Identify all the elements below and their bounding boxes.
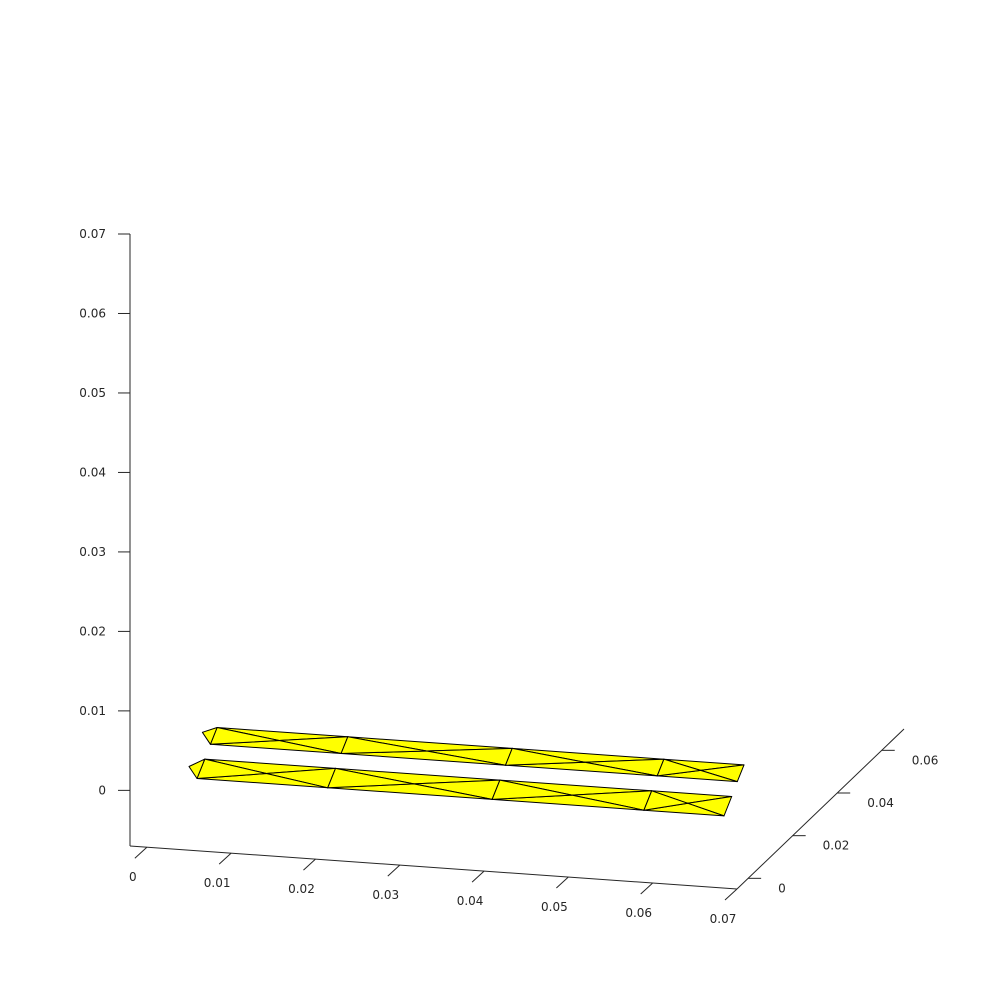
z-tick-label: 0 [98,783,106,797]
x-tick-mark [387,864,401,877]
x-tick-label: 0.03 [372,888,399,902]
z-tick-label: 0.04 [79,465,106,479]
y-tick-label: 0.06 [912,753,939,767]
x-tick-mark [471,870,485,883]
mesh-triangle [656,758,702,777]
y-tick-label: 0 [778,881,786,895]
mesh-layer-0 [201,727,745,783]
y-tick-label: 0.02 [823,839,850,853]
x-tick-label: 0.04 [457,894,484,908]
z-tick-label: 0.05 [79,386,106,400]
mesh-edge-face [201,727,218,745]
x-tick-mark [640,882,654,895]
y-axis-line [736,728,905,890]
x-tick-label: 0.05 [541,900,568,914]
z-tick-label: 0.01 [79,704,106,718]
x-tick-mark [556,876,569,889]
mesh-triangle [505,747,586,766]
x-tick-mark [134,846,148,859]
z-tick-label: 0.07 [79,227,106,241]
x-tick-mark [303,858,316,871]
tick-labels: 0 0.01 0.02 0.03 0.04 0.05 0.06 0.07 0 0.01 0.02 0.… [79,227,938,926]
mesh-edge-face [188,758,206,779]
mesh-layer-1 [188,758,733,817]
x-tick-label: 0 [129,870,137,884]
z-tick-label: 0.06 [79,306,106,320]
x-tick-label: 0.07 [710,912,737,926]
x-tick-mark [218,852,232,865]
mesh-surface [188,727,745,817]
mesh-triangle [327,767,415,789]
x-tick-mark [724,888,738,901]
mesh-triangle [340,736,428,754]
z-tick-label: 0.03 [79,545,106,559]
y-tick-label: 0.04 [867,796,894,810]
x-tick-label: 0.06 [625,906,652,920]
x-tick-label: 0.02 [288,882,315,896]
z-tick-label: 0.02 [79,624,106,638]
mesh-triangle [491,779,573,800]
mesh-triangle [643,790,689,811]
tick-marks [118,233,895,901]
x-tick-label: 0.01 [204,876,231,890]
